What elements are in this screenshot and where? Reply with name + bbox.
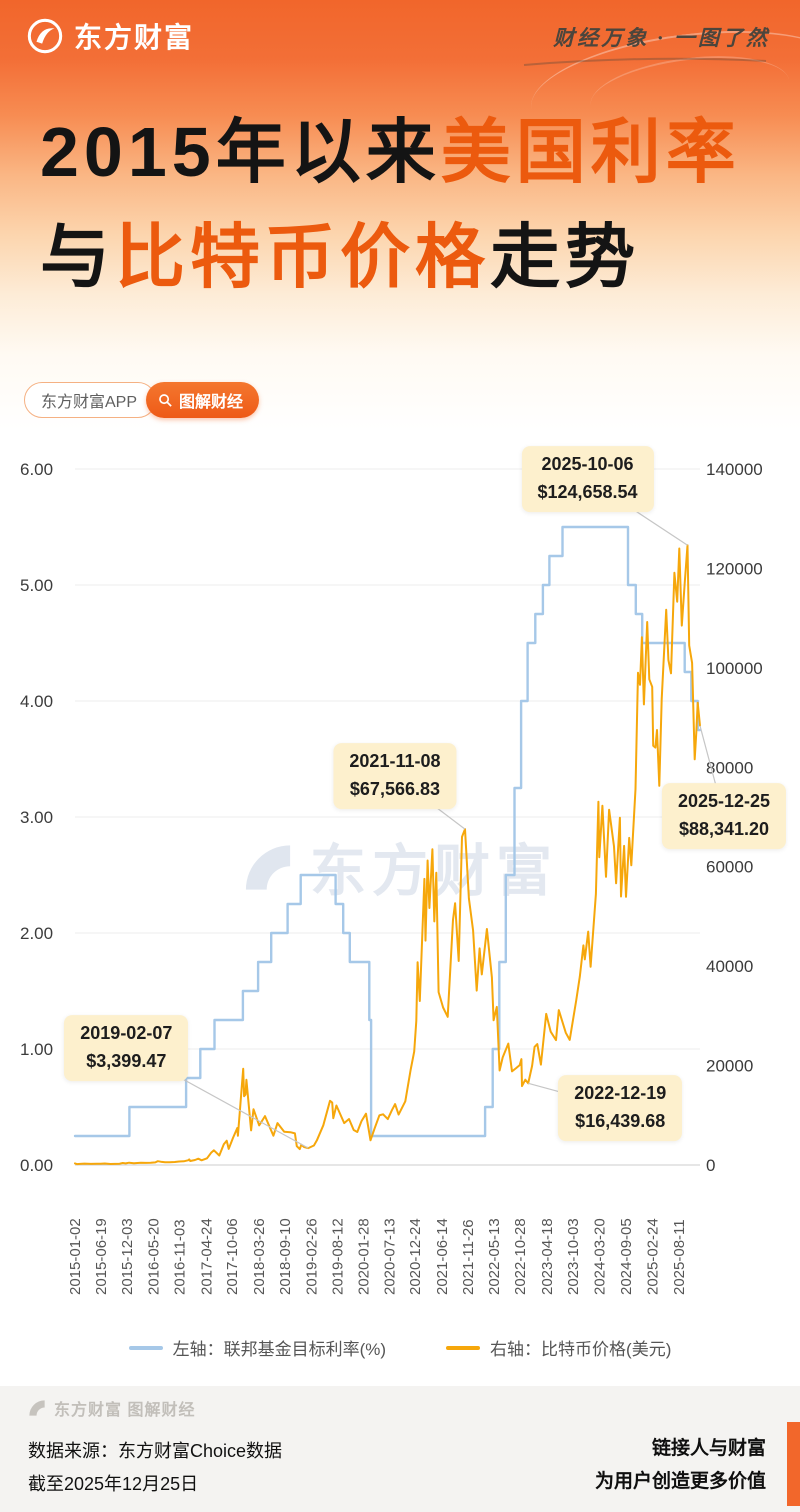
x-axis-tick: 2020-01-28 (356, 1218, 373, 1295)
brand-logo-icon (27, 18, 63, 54)
right-axis-tick: 60000 (706, 858, 753, 877)
annotation-callout: 2022-12-19 $16,439.68 (558, 1075, 683, 1142)
x-axis-tick: 2019-02-26 (303, 1218, 320, 1295)
legend-item-btc: 右轴：比特币价格(美元) (446, 1335, 671, 1360)
annotation-callout: 2019-02-07 $3,399.47 (64, 1015, 189, 1081)
x-axis-tick: 2023-10-03 (565, 1218, 582, 1295)
left-axis-tick: 4.00 (20, 692, 53, 711)
slogan-flourish (523, 57, 767, 66)
brand: 东方财富 (26, 16, 194, 56)
mission-line2: 为用户创造更多价值 (594, 1470, 766, 1492)
legend-item-rate: 左轴：联邦基金目标利率(%) (128, 1335, 387, 1360)
trend-chart: 0.00 1.00 2.00 3.00 4.00 5.00 6.00 0 20000 40000 6… (20, 460, 763, 1295)
footer-watermark-text: 东方财富 图解财经 (54, 1402, 196, 1419)
x-axis-tick: 2017-10-06 (224, 1218, 241, 1295)
footer-watermark: 东方财富 图解财经 (28, 1396, 195, 1420)
title-line1-black: 2015年以来 (40, 113, 441, 191)
annotation-callout: 2021-11-08 $67,566.83 (333, 743, 457, 809)
right-axis-tick: 40000 (706, 957, 753, 976)
x-axis-tick: 2023-04-18 (539, 1218, 556, 1295)
x-axis-tick: 2016-11-03 (172, 1219, 189, 1295)
x-axis-tick: 2020-12-24 (407, 1218, 424, 1295)
topic-tag-button[interactable]: 图解财经 (146, 382, 260, 418)
series-fed-rate (73, 525, 702, 1138)
topic-tag-label: 图解财经 (179, 394, 244, 411)
badge-row: 东方财富APP 图解财经 (24, 382, 800, 418)
footer-logo-icon (29, 1400, 45, 1416)
x-axis-tick: 2022-10-28 (512, 1218, 529, 1295)
x-axis-tick: 2015-12-03 (119, 1218, 136, 1295)
brand-name: 东方财富 (74, 22, 195, 53)
data-source: 数据来源：东方财富Choice数据 截至2025年12月25日 (28, 1435, 282, 1500)
header: 东方财富 财经万象 · 一图了然 (0, 0, 800, 164)
x-axis-tick: 2025-08-11 (671, 1219, 688, 1295)
x-axis-tick: 2015-01-02 (67, 1218, 84, 1295)
title-line2-orange: 比特币价格 (115, 218, 490, 296)
watermark-logo-icon (245, 844, 291, 890)
title-line1-orange: 美国利率 (440, 113, 741, 191)
x-axis-tick: 2025-02-24 (645, 1218, 662, 1295)
legend-line-btc (446, 1345, 481, 1350)
left-axis-tick: 5.00 (20, 576, 53, 595)
left-axis-tick: 1.00 (20, 1040, 53, 1059)
right-axis-tick: 80000 (706, 758, 753, 777)
x-axis-tick: 2018-09-10 (277, 1218, 294, 1295)
app-badge: 东方财富APP (24, 382, 157, 418)
legend-line-rate (128, 1345, 163, 1350)
header-slogan: 财经万象 · 一图了然 (520, 22, 770, 68)
title-line2-black1: 与 (40, 218, 115, 296)
data-source-line1: 数据来源：东方财富Choice数据 (28, 1441, 283, 1462)
right-axis-tick: 20000 (706, 1057, 753, 1076)
title-line2-black2: 走势 (490, 218, 640, 296)
page-title: 2015年以来美国利率 与比特币价格走势 (40, 100, 800, 310)
search-icon (159, 393, 172, 407)
data-source-line2: 截至2025年12月25日 (28, 1473, 199, 1494)
x-axis-tick: 2020-07-13 (382, 1218, 399, 1295)
chart-legend: 左轴：联邦基金目标利率(%) 右轴：比特币价格(美元) (0, 1335, 800, 1360)
x-axis-tick: 2015-06-19 (93, 1218, 110, 1295)
x-axis-tick: 2021-06-14 (434, 1218, 451, 1295)
left-axis-tick: 6.00 (20, 460, 53, 479)
company-mission: 链接人与财富 为用户创造更多价值 (595, 1432, 766, 1499)
legend-label-rate: 左轴：联邦基金目标利率(%) (172, 1340, 387, 1359)
left-axis-tick: 2.00 (20, 924, 53, 943)
x-axis-tick: 2016-05-20 (146, 1218, 163, 1295)
x-axis-tick: 2018-03-26 (251, 1218, 268, 1295)
footer: 东方财富 图解财经 数据来源：东方财富Choice数据 截至2025年12月25… (0, 1386, 800, 1512)
title-line-1: 2015年以来美国利率 (40, 100, 800, 205)
series-bitcoin-price (74, 544, 701, 1166)
right-axis-tick: 140000 (706, 460, 763, 479)
chart-area: 东方财富 0.00 1.00 2.00 3.00 4.00 5.00 6.00 0 20000 4… (0, 439, 800, 1319)
left-axis-tick: 3.00 (20, 808, 53, 827)
orange-accent-bar (787, 1422, 800, 1506)
x-axis-tick: 2022-05-13 (486, 1218, 503, 1295)
right-axis-tick: 100000 (706, 659, 763, 678)
header-slogan-text: 财经万象 · 一图了然 (553, 26, 770, 50)
x-axis-tick: 2024-09-05 (618, 1218, 635, 1295)
left-axis-tick: 0.00 (20, 1156, 53, 1175)
x-axis-tick: 2024-03-20 (591, 1218, 608, 1295)
x-axis-tick: 2021-11-26 (460, 1219, 477, 1295)
annotation-callout: 2025-12-25 $88,341.20 (661, 782, 787, 849)
right-axis-tick: 0 (706, 1156, 715, 1175)
legend-label-btc: 右轴：比特币价格(美元) (490, 1340, 672, 1359)
mission-line1: 链接人与财富 (651, 1437, 766, 1459)
title-line-2: 与比特币价格走势 (40, 205, 800, 310)
annotation-callout: 2025-10-06 $124,658.54 (521, 446, 654, 513)
right-axis-tick: 120000 (706, 559, 763, 578)
x-axis-tick: 2017-04-24 (198, 1218, 215, 1295)
x-axis-tick: 2019-08-12 (329, 1218, 346, 1295)
